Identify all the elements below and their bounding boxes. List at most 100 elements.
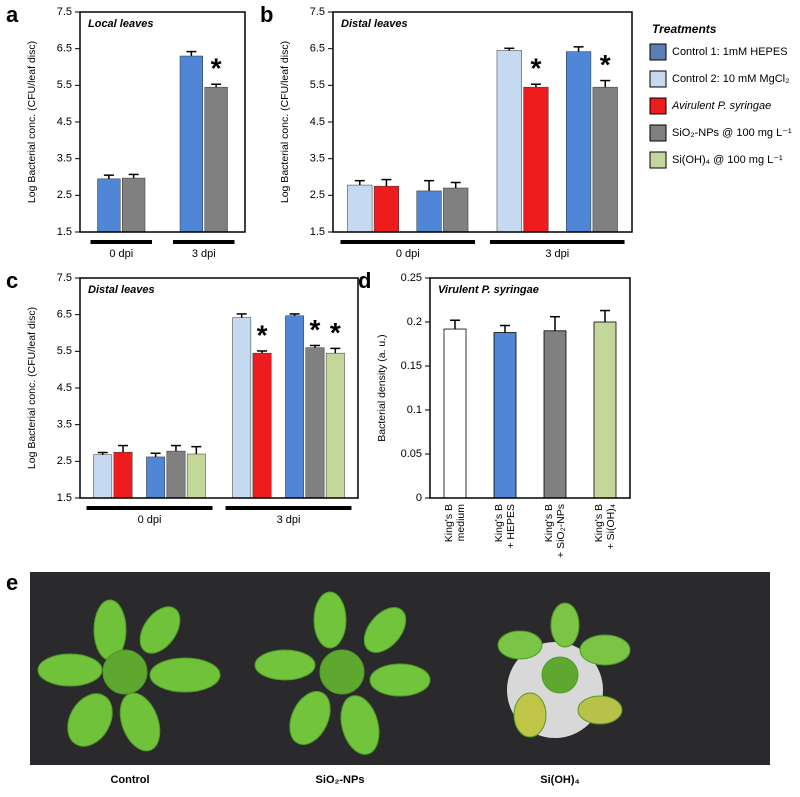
y-tick-label: 7.5: [310, 6, 325, 18]
y-axis-label: Log Bacterial conc. (CFU/leaf disc): [26, 307, 38, 469]
bar: [523, 86, 549, 233]
y-tick-label: 5.5: [57, 345, 72, 357]
bar: [592, 86, 618, 233]
y-tick-label: 7.5: [57, 6, 72, 18]
y-tick-label: 4.5: [57, 382, 72, 394]
panel-label: d: [358, 268, 371, 293]
panel-label: c: [6, 268, 18, 293]
photo-caption: Control: [110, 774, 149, 786]
photo-caption: SiO₂-NPs: [316, 774, 365, 786]
bar: [496, 50, 522, 233]
x-tick-label: King's B: [593, 504, 605, 542]
x-tick-label: 0 dpi: [109, 248, 133, 260]
y-tick-label: 6.5: [57, 309, 72, 321]
x-tick-label: King's B: [543, 504, 555, 542]
y-tick-label: 5.5: [310, 79, 325, 91]
y-tick-label: 5.5: [57, 79, 72, 91]
legend-label: Si(OH)₄ @ 100 mg L⁻¹: [672, 154, 783, 166]
y-tick-label: 6.5: [57, 43, 72, 55]
bar: [122, 177, 146, 233]
photo-caption: Si(OH)₄: [540, 774, 579, 786]
bar: [347, 184, 373, 233]
panel-title: Local leaves: [88, 18, 153, 30]
y-axis-label: Log Bacterial conc. (CFU/leaf disc): [279, 41, 291, 203]
panel-label: e: [6, 570, 18, 595]
bar: [325, 352, 345, 499]
y-tick-label: 0.15: [401, 360, 422, 372]
panel-title: Distal leaves: [341, 18, 408, 30]
panel-title: Virulent P. syringae: [438, 284, 539, 296]
x-tick-label: King's B: [443, 504, 455, 542]
bar: [416, 190, 442, 233]
y-tick-label: 6.5: [310, 43, 325, 55]
plant-control: [37, 599, 221, 752]
panel-title: Distal leaves: [88, 284, 155, 296]
legend: Treatments: [652, 22, 717, 36]
y-tick-label: 3.5: [57, 153, 72, 165]
y-tick-label: 2.5: [310, 189, 325, 201]
y-tick-label: 1.5: [310, 226, 325, 238]
bar: [443, 328, 467, 499]
plot-frame: [429, 277, 631, 499]
y-tick-label: 0.25: [401, 272, 422, 284]
group-underline: [90, 240, 152, 244]
x-tick-label: King's B: [493, 504, 505, 542]
legend-label: Avirulent P. syringae: [671, 100, 771, 112]
x-tick-label: + HEPES: [505, 504, 517, 549]
plot-frame: [79, 11, 246, 233]
y-axis-label: Bacterial density (a. u.): [376, 334, 388, 441]
significance-marker: *: [530, 53, 541, 84]
group-underline: [86, 506, 213, 510]
panel-label: a: [6, 2, 19, 27]
legend-swatch: [649, 97, 667, 115]
bar: [593, 321, 617, 499]
y-tick-label: 3.5: [310, 153, 325, 165]
bar: [146, 456, 166, 499]
legend-title: Treatments: [652, 22, 717, 36]
y-tick-label: 2.5: [57, 455, 72, 467]
x-tick-label: 3 dpi: [545, 248, 569, 260]
legend-swatch: [649, 124, 667, 142]
x-tick-label: 3 dpi: [277, 514, 301, 526]
y-tick-label: 4.5: [310, 116, 325, 128]
plot-frame: [79, 277, 359, 499]
plot-frame: [332, 11, 633, 233]
legend-label: SiO₂-NPs @ 100 mg L⁻¹: [672, 127, 792, 139]
y-tick-label: 0.05: [401, 448, 422, 460]
legend-label: Control 2: 10 mM MgCl₂: [672, 73, 789, 85]
y-tick-label: 0.2: [407, 316, 422, 328]
bar: [373, 185, 400, 233]
group-underline: [173, 240, 235, 244]
significance-marker: *: [211, 53, 222, 84]
bar: [93, 454, 113, 499]
y-tick-label: 4.5: [57, 116, 72, 128]
y-tick-label: 2.5: [57, 189, 72, 201]
bar: [166, 450, 186, 499]
y-tick-label: 0.1: [407, 404, 422, 416]
x-tick-label: 3 dpi: [192, 248, 216, 260]
significance-marker: *: [600, 49, 611, 80]
x-tick-label: 0 dpi: [396, 248, 420, 260]
y-axis-label: Log Bacterial conc. (CFU/leaf disc): [26, 41, 38, 203]
group-underline: [489, 240, 625, 244]
panel-label: b: [260, 2, 273, 27]
bar: [113, 451, 133, 499]
bar: [186, 453, 206, 499]
group-underline: [340, 240, 476, 244]
bar: [285, 315, 305, 499]
legend-swatch: [649, 70, 667, 88]
bar: [443, 187, 469, 233]
photo-panel: e Control SiO₂-NPs Si(OH)₄: [6, 570, 770, 786]
bar: [252, 352, 272, 499]
x-tick-label: medium: [455, 504, 467, 542]
bar: [204, 86, 228, 233]
y-tick-label: 3.5: [57, 419, 72, 431]
legend-swatch: [649, 43, 667, 61]
x-tick-label: 0 dpi: [138, 514, 162, 526]
legend-swatch: [649, 151, 667, 169]
y-tick-label: 1.5: [57, 226, 72, 238]
x-tick-label: + Si(OH)₄: [605, 504, 617, 549]
bar: [543, 330, 567, 499]
significance-marker: *: [257, 319, 268, 350]
